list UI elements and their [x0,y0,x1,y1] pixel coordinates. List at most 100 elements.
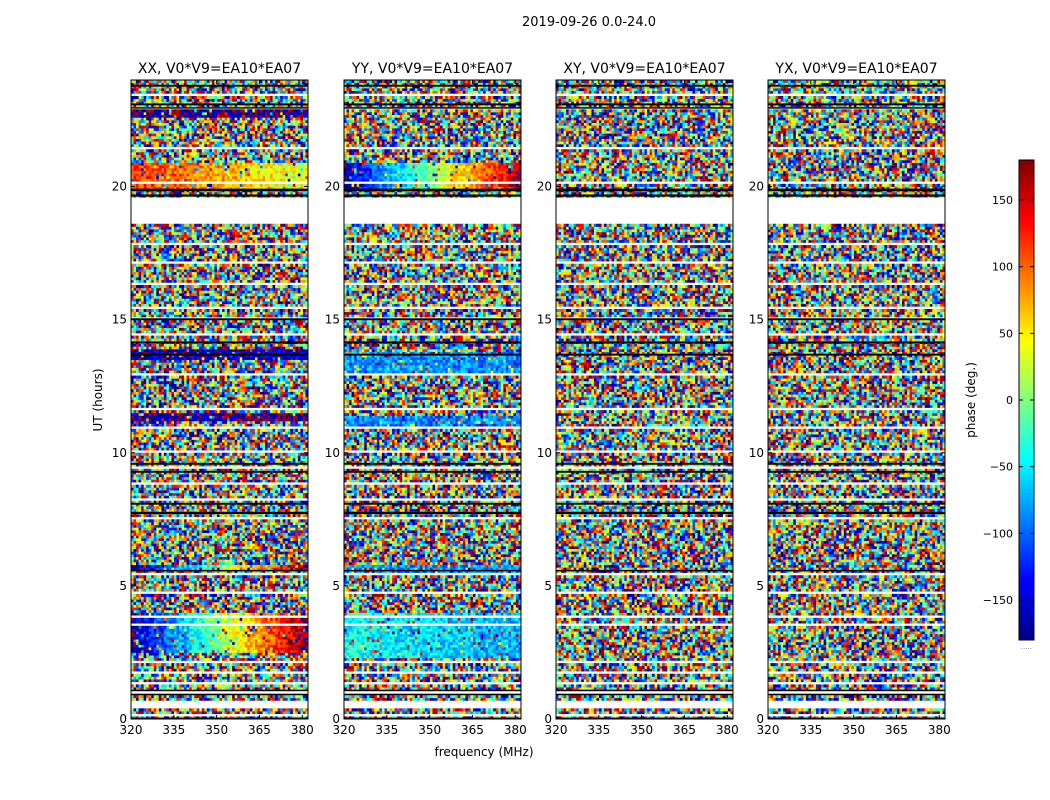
heatmap-cell [204,652,208,656]
heatmap-cell [285,500,289,504]
heatmap-cell [211,567,215,571]
heatmap-cell [186,529,190,534]
heatmap-cell [229,553,233,557]
heatmap-cell [176,649,180,653]
heatmap-cell [267,599,271,603]
heatmap-cell [265,652,268,656]
heatmap-cell [131,585,134,589]
heatmap-cell [199,495,203,499]
heatmap-cell [199,684,203,688]
heatmap-cell [151,588,155,592]
heatmap-cell [267,540,271,544]
heatmap-cell [244,551,248,555]
heatmap-cell [262,575,266,579]
heatmap-cell [153,551,157,555]
heatmap-cell [219,639,223,643]
heatmap-cell [176,543,180,547]
heatmap-cell [272,679,276,683]
heatmap-cell [237,663,241,667]
heatmap-cell [224,513,228,518]
heatmap-cell [254,639,258,643]
heatmap-cell [148,583,152,587]
heatmap-cell [214,596,218,600]
heatmap-cell [173,564,177,568]
heatmap-cell [131,684,134,688]
heatmap-cell [214,639,218,643]
heatmap-cell [158,633,162,637]
heatmap-cell [166,663,170,667]
heatmap-cell [173,628,177,632]
heatmap-cell [277,567,281,571]
heatmap-cell [302,519,306,523]
heatmap-cell [136,543,139,547]
heatmap-cell [191,577,195,581]
heatmap-cell [302,676,306,680]
heatmap-cell [297,490,301,494]
heatmap-cell [196,580,200,584]
heatmap-cell [148,575,152,579]
heatmap-cell [267,567,271,571]
heatmap-cell [267,607,271,611]
heatmap-cell [173,543,177,547]
heatmap-cell [171,513,175,518]
heatmap-cell [186,490,190,494]
heatmap-cell [141,617,145,621]
heatmap-cell [297,633,301,637]
heatmap-cell [168,695,172,699]
heatmap-cell [141,711,145,715]
heatmap-cell [227,676,231,680]
heatmap-cell [209,647,213,651]
heatmap-cell [158,641,162,645]
heatmap-cell [168,647,172,651]
heatmap-cell [173,588,177,592]
heatmap-cell [257,652,261,656]
heatmap-cell [285,673,289,677]
heatmap-cell [282,631,286,635]
heatmap-cell [229,588,233,592]
heatmap-cell [229,529,233,534]
heatmap-cell [262,500,266,504]
heatmap-cell [232,575,236,579]
heatmap-cell [168,508,172,512]
heatmap-cell [131,519,134,523]
heatmap-cell [161,508,165,512]
heatmap-cell [280,551,284,555]
heatmap-cell [189,583,193,587]
heatmap-cell [252,697,256,701]
heatmap-cell [232,593,236,597]
heatmap-cell [156,609,160,613]
heatmap-cell [199,506,203,510]
heatmap-cell [171,553,175,557]
heatmap-cell [252,537,256,542]
heatmap-cell [290,506,294,510]
heatmap-cell [287,503,291,507]
heatmap-cell [272,513,276,518]
heatmap-cell [171,559,175,563]
heatmap-cell [131,604,134,608]
heatmap-cell [136,495,139,499]
heatmap-cell [244,604,248,608]
heatmap-cell [292,545,296,549]
heatmap-cell [224,580,228,584]
heatmap-cell [252,625,256,629]
heatmap-cell [153,641,157,645]
heatmap-cell [292,609,296,613]
heatmap-cell [209,564,213,568]
heatmap-cell [138,569,142,573]
heatmap-cell [247,652,251,656]
heatmap-cell [275,607,279,611]
heatmap-cell [282,495,286,499]
heatmap-cell [224,508,228,512]
heatmap-cell [153,636,157,640]
heatmap-cell [171,519,175,523]
heatmap-cell [184,506,188,510]
heatmap-cell [168,543,172,547]
heatmap-cell [300,711,304,715]
heatmap-cell [275,625,279,629]
heatmap-cell [133,508,137,512]
heatmap-cell [295,537,299,542]
heatmap-cell [209,583,213,587]
heatmap-cell [214,508,218,512]
heatmap-cell [171,540,175,544]
heatmap-cell [259,569,263,573]
